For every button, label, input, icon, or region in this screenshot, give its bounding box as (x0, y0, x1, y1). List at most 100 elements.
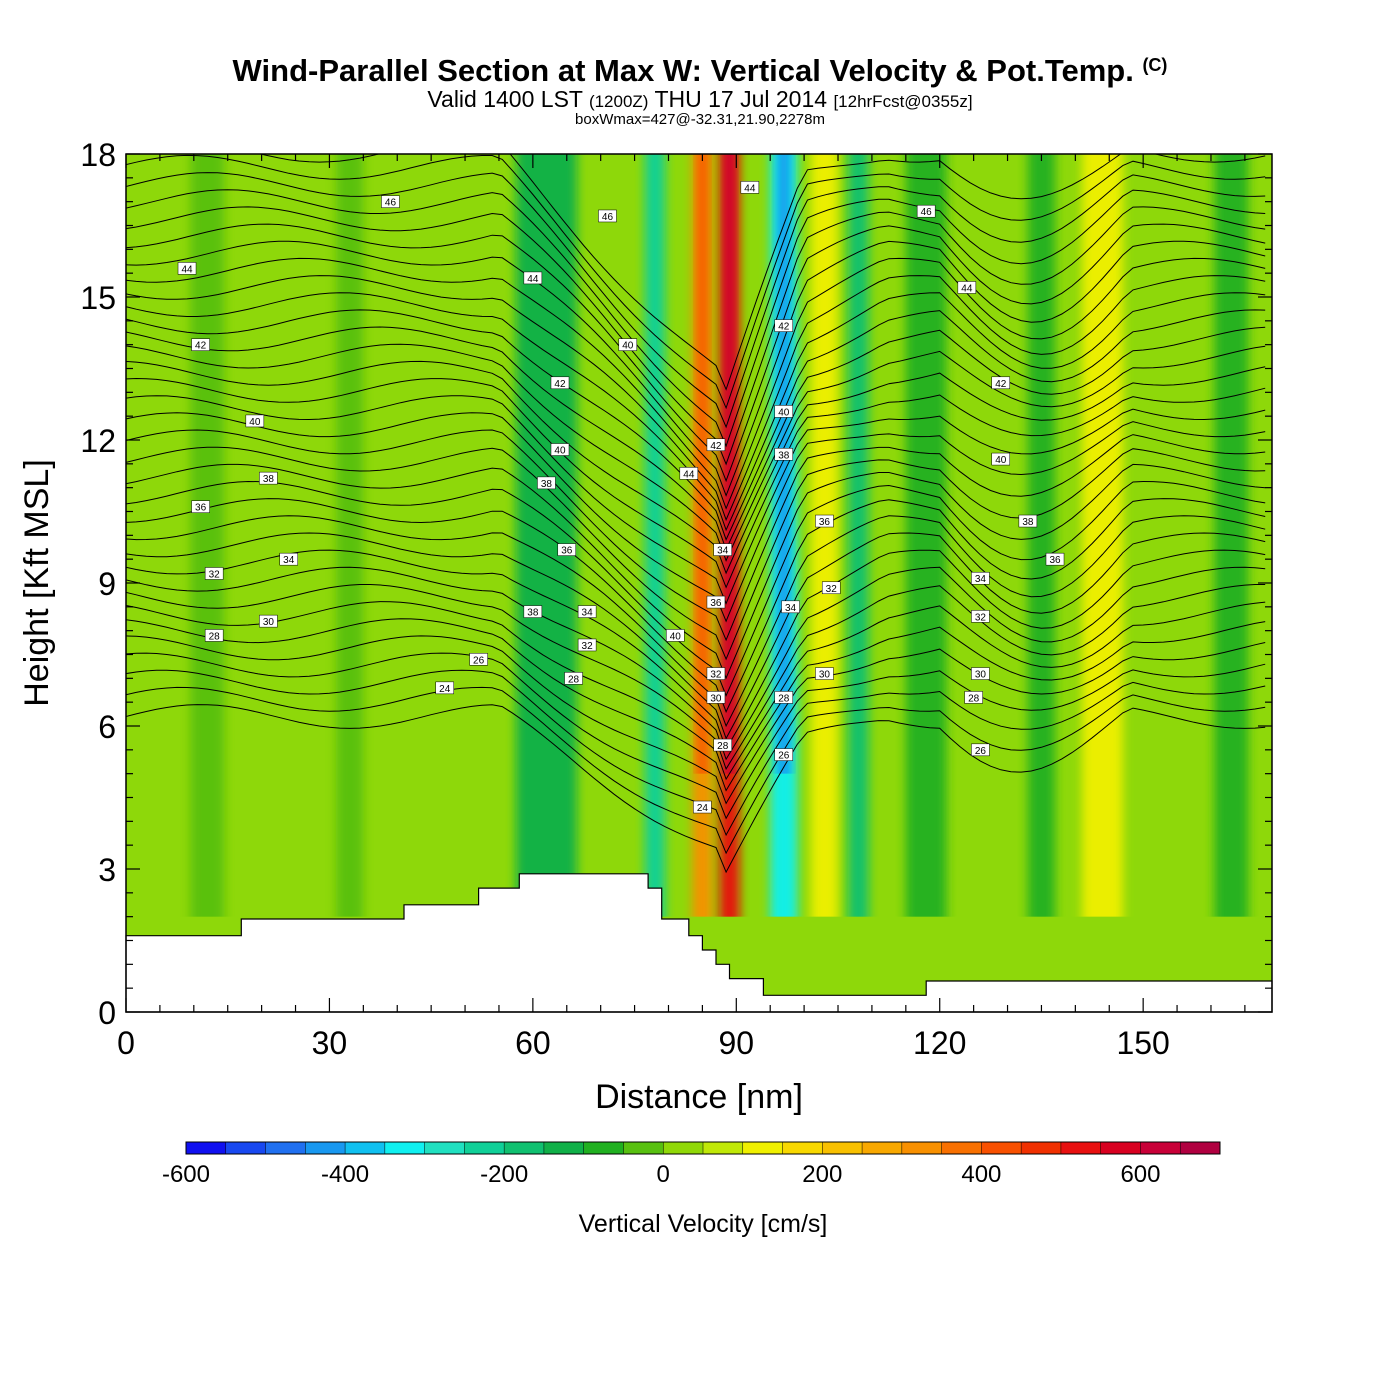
isentrope-label-box (618, 338, 638, 351)
isentrope-label-box (598, 209, 617, 223)
isentrope-label: 30 (710, 693, 722, 704)
isentrope-label-box (971, 667, 990, 680)
isentrope-label: 40 (622, 341, 634, 352)
isentrope-label-box (435, 681, 454, 695)
isentrope-label-box (774, 319, 794, 332)
isentrope-line (126, 635, 1266, 805)
velocity-band (190, 154, 225, 917)
isentrope-label-box (1018, 514, 1038, 528)
isentrope-label: 44 (527, 274, 539, 285)
colorbar-swatch (623, 1142, 664, 1154)
velocity-band (644, 154, 666, 917)
isentrope-label-box (781, 600, 800, 614)
isentrope-label: 24 (697, 803, 709, 814)
isentrope-label-box (550, 443, 570, 456)
isentrope-line (126, 412, 1266, 623)
isentrope-label: 28 (568, 674, 580, 685)
isentrope-label-box (523, 605, 543, 618)
isentrope-label: 32 (975, 612, 987, 623)
isentrope-line (126, 223, 1266, 483)
x-tick-label: 90 (718, 1025, 754, 1061)
isentrope-label-box (815, 667, 834, 680)
isentrope-label: 30 (975, 670, 987, 681)
colorbar: -600 -400 -200 0 200 400 600 Vertical Velocity … (162, 1141, 1221, 1238)
isentrope-label: 34 (582, 608, 594, 619)
velocity-band (1082, 154, 1123, 917)
isentrope-label-box (971, 610, 990, 623)
y-tick-label: 15 (80, 280, 116, 316)
y-tick-label: 0 (98, 995, 116, 1031)
isentrope-label: 26 (975, 746, 987, 757)
isentrope-label-box (469, 653, 488, 666)
colorbar-swatch (782, 1142, 823, 1154)
isentrope-label: 46 (385, 198, 397, 209)
colorbar-tick-label: 0 (657, 1161, 670, 1188)
title-block: Wind-Parallel Section at Max W: Vertical… (0, 48, 1400, 128)
isentrope-label: 36 (710, 598, 722, 609)
x-tick-label: 120 (913, 1025, 966, 1061)
colorbar-swatch (663, 1142, 704, 1154)
colorbar-tick-label: -200 (480, 1161, 528, 1188)
isentrope-label-box (706, 691, 726, 704)
isentrope-label: 28 (209, 631, 221, 642)
chart-title: Wind-Parallel Section at Max W: Vertical… (0, 48, 1400, 88)
isentrope-label: 26 (778, 751, 790, 762)
y-tick-label: 3 (98, 852, 116, 888)
isentrope-label-box (577, 605, 597, 618)
isentrope-label-box (259, 471, 278, 485)
colorbar-tick-label: 400 (961, 1161, 1001, 1188)
isentrope-label: 44 (744, 183, 756, 194)
colorbar-tick-label: 200 (802, 1161, 842, 1188)
isentrope-line (126, 463, 1266, 680)
colorbar-swatch (424, 1142, 465, 1154)
isentrope-label: 36 (819, 517, 831, 528)
colorbar-swatch (186, 1142, 227, 1154)
isentrope-line (126, 584, 1266, 771)
velocity-band (905, 154, 947, 917)
colorbar-swatch (703, 1142, 744, 1154)
colorbar-swatch (1180, 1142, 1221, 1154)
isentrope-label: 40 (554, 446, 566, 457)
isentrope-line (126, 240, 1266, 497)
isentrope-label: 36 (195, 503, 207, 514)
isentrope-label-box (564, 672, 583, 685)
isentrope-line (126, 429, 1266, 642)
isentrope-label-box (259, 614, 278, 628)
isentrope-label-box (204, 629, 224, 642)
isentrope-line (126, 532, 1266, 740)
isentrope-label-box (706, 595, 726, 609)
isentrope-label-box (191, 338, 210, 351)
isentrope-line (126, 189, 1266, 448)
isentrope-line (126, 154, 1266, 410)
colorbar-tick-label: -600 (162, 1161, 210, 1188)
isentrope-label-box (557, 543, 577, 556)
isentrope-label: 36 (1049, 555, 1061, 566)
isentrope-label: 42 (995, 379, 1007, 390)
isentrope-label-box (964, 691, 983, 704)
isentrope-label-box (713, 738, 732, 752)
box-wmax-info: boxWmax=427@-32.31,21.90,2278m (575, 111, 825, 128)
colorbar-swatch (941, 1142, 982, 1154)
colorbar-swatch (504, 1142, 545, 1154)
isentrope-line (126, 395, 1266, 605)
isentrope-line (126, 498, 1266, 713)
isentrope-label-box (550, 376, 570, 390)
isentrope-label: 32 (826, 584, 838, 595)
colorbar-swatch (345, 1142, 386, 1154)
velocity-band-core (697, 154, 707, 774)
colorbar-swatch (981, 1142, 1022, 1154)
isentrope-label: 44 (181, 264, 193, 275)
isentrope-line (126, 549, 1266, 751)
valid-prefix: Valid 1400 LST (427, 86, 583, 112)
isentrope-label-box (204, 567, 224, 580)
colorbar-tick-label: 600 (1120, 1161, 1160, 1188)
isentrope-line (126, 480, 1266, 697)
isentrope-label: 38 (778, 450, 790, 461)
velocity-band (810, 154, 839, 917)
isentrope-label: 46 (921, 207, 933, 218)
isentrope-line (126, 360, 1266, 575)
isentrope-label: 36 (561, 546, 573, 557)
x-tick-label: 30 (312, 1025, 348, 1061)
colorbar-swatch (1100, 1142, 1141, 1154)
